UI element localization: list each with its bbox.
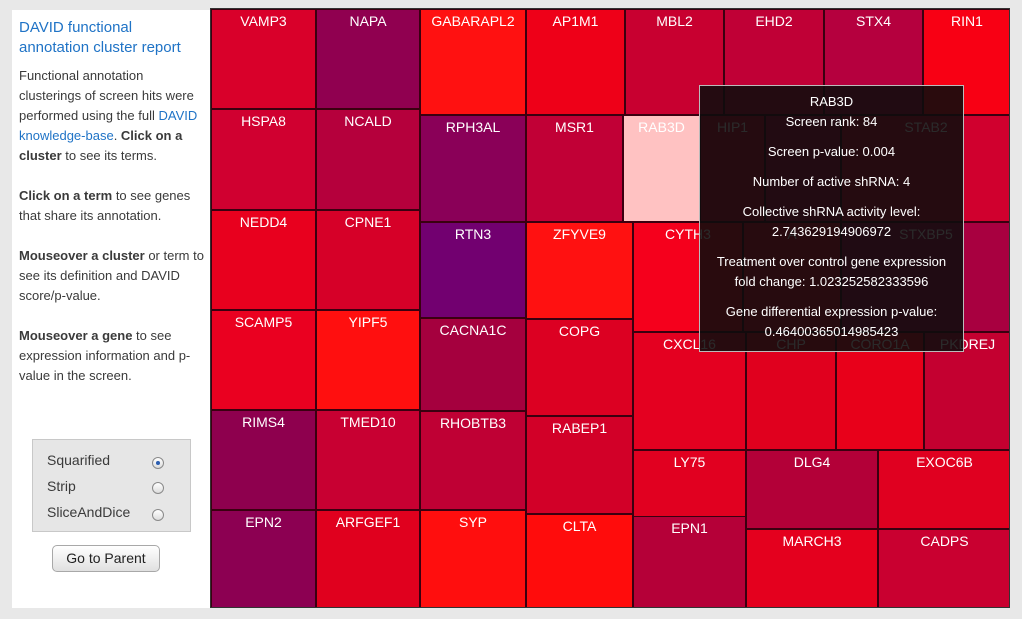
- squarified-radio[interactable]: [152, 457, 164, 469]
- gene-tile[interactable]: SYP: [420, 510, 526, 607]
- intro-bold: Click on a cluster: [19, 128, 183, 163]
- tooltip-rank: Screen rank: 84: [785, 114, 878, 129]
- strip-radio[interactable]: [152, 482, 164, 494]
- gene-tile[interactable]: CPNE1: [316, 210, 420, 310]
- gene-tile[interactable]: NCALD: [316, 109, 420, 210]
- layout-option-label: Squarified: [47, 452, 111, 468]
- intro-text-part: Functional annotation clusterings of scr…: [19, 68, 194, 123]
- sliceanddice-radio[interactable]: [152, 509, 164, 521]
- intro-text-part: .: [113, 128, 121, 143]
- gene-tile[interactable]: TMED10: [316, 410, 420, 510]
- term-help-bold: Click on a term: [19, 188, 113, 203]
- gene-tile[interactable]: HSPA8: [211, 109, 316, 210]
- gene-help-text: Mouseover a gene to see expression infor…: [19, 326, 204, 386]
- gene-tile[interactable]: MARCH3: [746, 529, 878, 607]
- gene-tile[interactable]: RTN3: [420, 222, 526, 318]
- term-help-part: to see genes that share its annotation.: [19, 188, 191, 223]
- go-to-parent-button[interactable]: Go to Parent: [52, 545, 160, 572]
- gene-tile[interactable]: RIMS4: [211, 410, 316, 510]
- gene-tile[interactable]: VAMP3: [211, 9, 316, 109]
- layout-option-strip[interactable]: Strip: [47, 477, 177, 495]
- gene-tile[interactable]: RABEP1: [526, 416, 633, 514]
- term-help-text: Click on a term to see genes that share …: [19, 186, 204, 226]
- layout-option-squarified[interactable]: Squarified: [47, 451, 177, 469]
- intro-text-part: to see its terms.: [61, 148, 158, 163]
- tooltip-active-shrna: Number of active shRNA: 4: [752, 174, 911, 189]
- cluster-help-text: Mouseover a cluster or term to see its d…: [19, 246, 204, 306]
- gene-tooltip: RAB3D Screen rank: 84 Screen p-value: 0.…: [699, 85, 964, 352]
- tooltip-diff-label: Gene differential expression p-value:: [725, 304, 938, 319]
- cluster-help-bold: Mouseover a cluster: [19, 248, 145, 263]
- tooltip-activity-value: 2.743629194906972: [771, 224, 892, 239]
- david-knowledge-base-link[interactable]: DAVID knowledge-base: [19, 108, 198, 143]
- gene-help-part: to see expression information and p-valu…: [19, 328, 191, 383]
- gene-tile[interactable]: MSR1: [526, 115, 623, 222]
- tooltip-gene: RAB3D: [809, 94, 854, 109]
- gene-tile[interactable]: RHOBTB3: [420, 411, 526, 510]
- gene-tile[interactable]: ZFYVE9: [526, 222, 633, 319]
- gene-tile[interactable]: CADPS: [878, 529, 1009, 607]
- page-title: DAVID functional annotation cluster repo…: [19, 19, 181, 56]
- gene-tile[interactable]: RPH3AL: [420, 115, 526, 222]
- gene-tile[interactable]: ARFGEF1: [316, 510, 420, 607]
- layout-option-label: SliceAndDice: [47, 504, 131, 520]
- gene-tile[interactable]: CACNA1C: [420, 318, 526, 411]
- gene-tile[interactable]: NAPA: [316, 9, 420, 109]
- tooltip-pvalue: Screen p-value: 0.004: [767, 144, 896, 159]
- gene-tile[interactable]: COPG: [526, 319, 633, 416]
- gene-tile[interactable]: CLTA: [526, 514, 633, 607]
- gene-tile[interactable]: SCAMP5: [211, 310, 316, 410]
- layout-option-label: Strip: [47, 478, 76, 494]
- tooltip-fold-label: Treatment over control gene expression: [716, 254, 947, 269]
- gene-tile[interactable]: NEDD4: [211, 210, 316, 310]
- gene-tile[interactable]: AP1M1: [526, 9, 625, 115]
- gene-tile[interactable]: EPN2: [211, 510, 316, 607]
- tooltip-activity-label: Collective shRNA activity level:: [742, 204, 921, 219]
- intro-text: Functional annotation clusterings of scr…: [19, 66, 204, 166]
- cluster-help-part: or term to see its definition and DAVID …: [19, 248, 204, 303]
- gene-tile[interactable]: EPN1: [633, 516, 746, 607]
- sidebar: DAVID functional annotation cluster repo…: [12, 10, 210, 608]
- tooltip-fold-value: fold change: 1.023252582333596: [734, 274, 929, 289]
- gene-tile[interactable]: YIPF5: [316, 310, 420, 410]
- gene-tile[interactable]: EXOC6B: [878, 450, 1009, 529]
- gene-tile[interactable]: RAB3D: [623, 115, 700, 222]
- layout-option-sliceanddice[interactable]: SliceAndDice: [47, 503, 177, 521]
- tooltip-diff-value: 0.46400365014985423: [764, 324, 899, 339]
- layout-options: Squarified Strip SliceAndDice: [32, 439, 191, 532]
- gene-tile[interactable]: DLG4: [746, 450, 878, 529]
- gene-tile[interactable]: GABARAPL2: [420, 9, 526, 115]
- gene-help-bold: Mouseover a gene: [19, 328, 133, 343]
